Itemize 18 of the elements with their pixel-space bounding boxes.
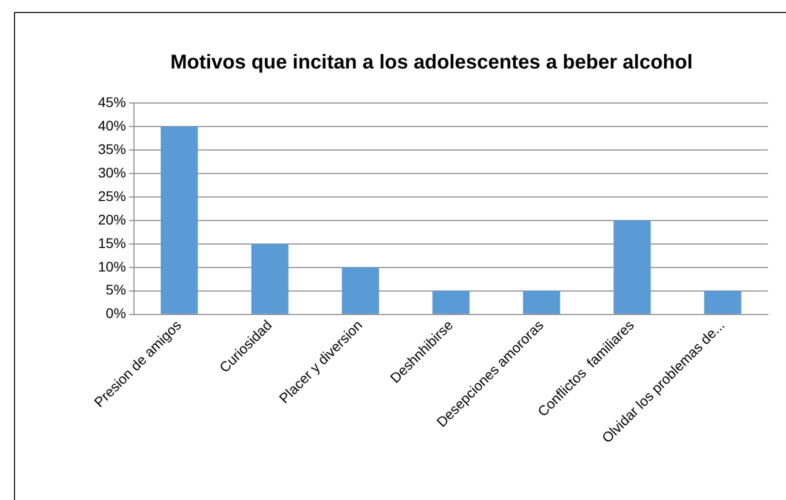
bar: [432, 290, 470, 314]
chart-title: Motivos que incitan a los adolescentes a beber alcohol: [170, 52, 693, 74]
bar: [160, 126, 198, 314]
bar: [704, 290, 742, 314]
y-tick-label: 35%: [98, 140, 126, 157]
y-tick-label: 45%: [98, 94, 126, 110]
bar: [251, 244, 288, 314]
y-tick-label: 10%: [98, 258, 126, 274]
y-tick-label: 15%: [98, 234, 126, 251]
y-tick-label: 25%: [98, 188, 126, 204]
y-tick-label: 20%: [98, 211, 126, 228]
y-tick-label: 5%: [106, 282, 126, 298]
y-tick-label: 40%: [98, 117, 126, 134]
bar: [614, 220, 651, 314]
y-tick-label: 30%: [98, 164, 126, 180]
y-tick-label: 0%: [106, 305, 126, 322]
bar: [342, 267, 380, 314]
bar: [523, 290, 560, 314]
